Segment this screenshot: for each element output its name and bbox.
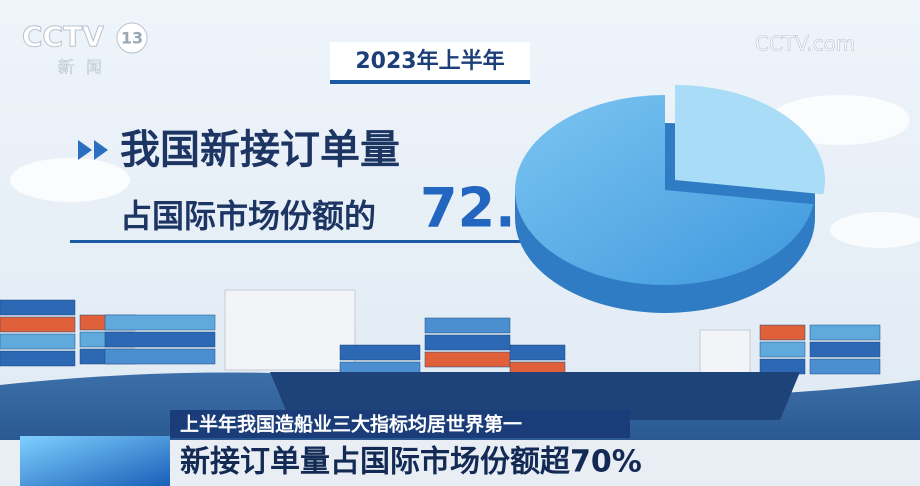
clouds bbox=[10, 95, 920, 248]
logo-number: 13 bbox=[121, 29, 143, 48]
period: 2023年上半年 bbox=[355, 48, 504, 74]
logo-channel: CCTV bbox=[22, 20, 104, 53]
bullet-icon bbox=[78, 140, 108, 160]
container bbox=[0, 316, 76, 333]
container bbox=[339, 344, 421, 361]
lower-third-main: 新接订单量占国际市场份额超70% bbox=[180, 445, 642, 480]
container bbox=[809, 341, 881, 358]
logo-name: 新闻 bbox=[58, 58, 114, 77]
container bbox=[809, 324, 881, 341]
container bbox=[104, 331, 216, 348]
container bbox=[509, 344, 566, 361]
container bbox=[424, 351, 511, 368]
container bbox=[759, 341, 806, 358]
container bbox=[104, 314, 216, 331]
container bbox=[0, 333, 76, 350]
logo-badge bbox=[116, 22, 148, 54]
pie bbox=[515, 85, 826, 313]
container bbox=[0, 350, 76, 367]
ship-hull bbox=[270, 372, 800, 420]
container bbox=[809, 358, 881, 375]
pie-slice bbox=[515, 95, 814, 285]
container bbox=[104, 348, 216, 365]
period-underline bbox=[330, 80, 530, 84]
containers bbox=[0, 299, 881, 378]
container bbox=[0, 299, 76, 316]
container bbox=[759, 324, 806, 341]
lower-third-top: 上半年我国造船业三大指标均居世界第一 bbox=[180, 413, 522, 436]
globe-graphic bbox=[20, 436, 170, 486]
container bbox=[424, 334, 511, 351]
container bbox=[759, 358, 806, 375]
period-box bbox=[330, 42, 530, 82]
headline-line2: 占国际市场份额的 bbox=[120, 197, 376, 235]
watermark: CCTV.com bbox=[755, 32, 855, 56]
container bbox=[424, 317, 511, 334]
headline-line1: 我国新接订单量 bbox=[120, 127, 400, 173]
building bbox=[699, 329, 751, 381]
lower-third-top-bar bbox=[170, 410, 630, 438]
pie-slice-rest bbox=[675, 85, 826, 195]
building bbox=[224, 289, 356, 371]
headline-underline bbox=[70, 240, 640, 243]
